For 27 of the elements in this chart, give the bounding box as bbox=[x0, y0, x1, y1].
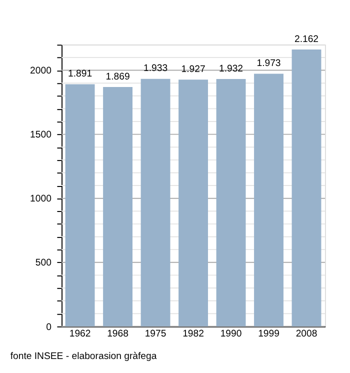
data-label: 1.973 bbox=[256, 58, 281, 70]
x-tick-label: 1999 bbox=[258, 328, 280, 340]
bar bbox=[103, 87, 132, 326]
data-label: 1.891 bbox=[68, 68, 92, 80]
data-label: 1.869 bbox=[106, 71, 130, 82]
data-label: 2.162 bbox=[294, 34, 319, 45]
bar bbox=[216, 78, 246, 326]
y-tick-label: 500 bbox=[35, 258, 52, 269]
y-tick-label: 2000 bbox=[30, 66, 52, 77]
x-tick-label: 2008 bbox=[296, 328, 318, 340]
bar bbox=[178, 80, 208, 326]
data-label: 1.927 bbox=[181, 64, 206, 75]
x-tick-label: 1982 bbox=[182, 328, 204, 340]
x-tick-label: 1968 bbox=[107, 328, 128, 340]
bar bbox=[140, 78, 170, 326]
y-tick-label: 1000 bbox=[30, 194, 52, 205]
data-label: 1.932 bbox=[218, 63, 244, 74]
bar bbox=[292, 50, 322, 326]
x-tick-label: 1975 bbox=[144, 328, 166, 340]
source-note: fonte INSEE - elaborasion gràfega bbox=[10, 351, 158, 362]
y-tick-label: 0 bbox=[46, 322, 52, 333]
x-tick-label: 1962 bbox=[69, 328, 91, 340]
x-tick-label: 1990 bbox=[220, 328, 242, 340]
bar bbox=[254, 74, 284, 326]
data-label: 1.933 bbox=[143, 63, 168, 74]
y-tick-label: 1500 bbox=[30, 130, 52, 141]
bar bbox=[65, 84, 95, 326]
